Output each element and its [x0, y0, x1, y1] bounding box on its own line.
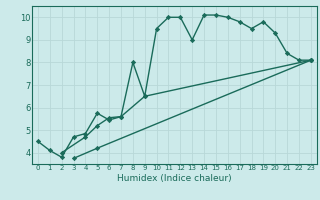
X-axis label: Humidex (Indice chaleur): Humidex (Indice chaleur)	[117, 174, 232, 183]
